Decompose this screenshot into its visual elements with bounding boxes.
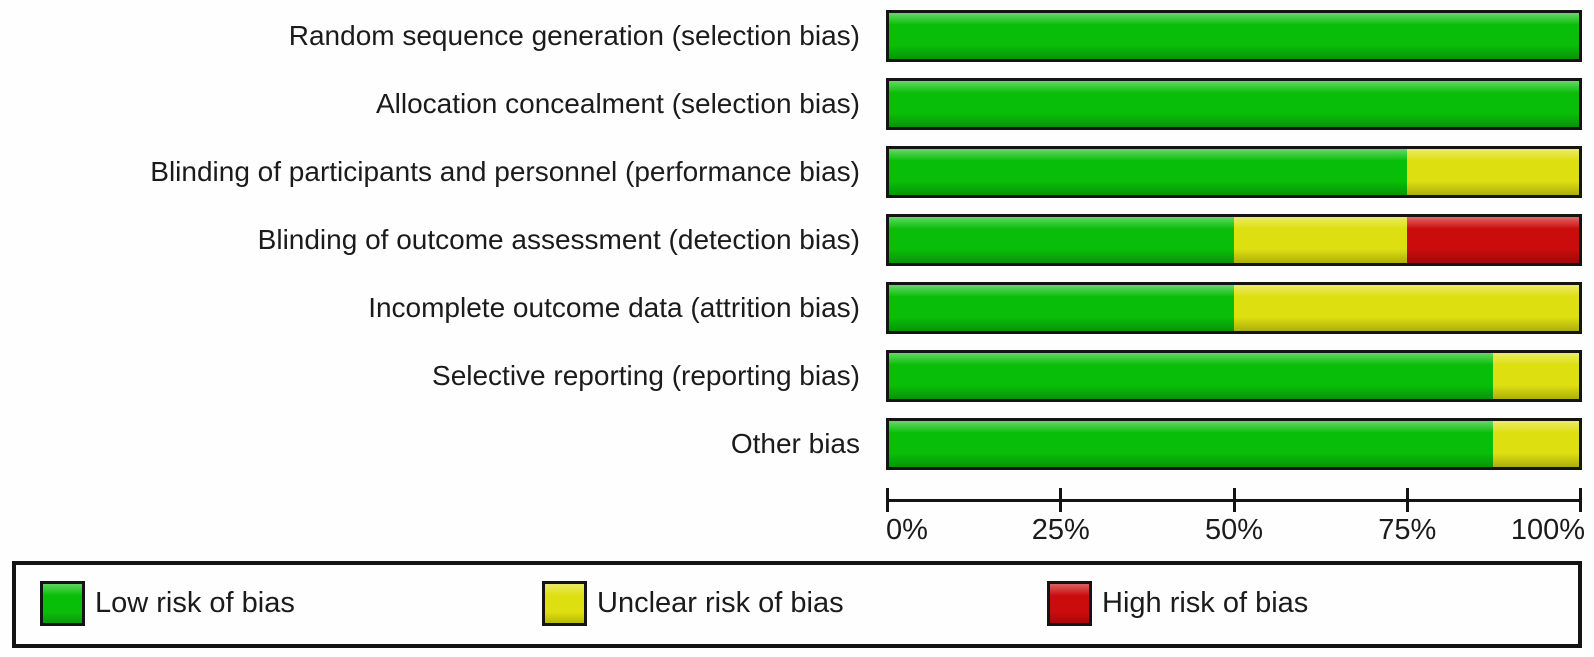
legend-label: Low risk of bias: [95, 587, 295, 619]
axis-tick-label: 100%: [1510, 514, 1585, 546]
legend-item-unclear: Unclear risk of bias: [542, 581, 844, 626]
unclear-risk-swatch-icon: [542, 581, 587, 626]
bar-segment-low: [889, 81, 1579, 127]
bias-row-label: Other bias: [730, 428, 860, 459]
axis-tick: [1059, 488, 1063, 512]
bias-row: Selective reporting (reporting bias): [0, 350, 1594, 402]
legend-box: Low risk of bias Unclear risk of bias High…: [12, 561, 1582, 648]
stacked-bar: [886, 214, 1582, 266]
bias-row-label: Random sequence generation (selection bi…: [288, 20, 860, 51]
bar-segment-unclear: [1234, 217, 1407, 263]
bar-segment-low: [889, 285, 1234, 331]
stacked-bar: [886, 282, 1582, 334]
bar-segment-unclear: [1492, 421, 1579, 467]
bar-segment-high: [1406, 217, 1579, 263]
bias-row-label: Blinding of outcome assessment (detectio…: [257, 224, 860, 255]
axis-tick: [886, 488, 889, 512]
bar-segment-low: [889, 13, 1579, 59]
bias-row: Allocation concealment (selection bias): [0, 78, 1594, 130]
low-risk-swatch-icon: [40, 581, 85, 626]
stacked-bar: [886, 418, 1582, 470]
axis-tick-label: 50%: [1204, 514, 1264, 546]
bias-row-label: Allocation concealment (selection bias): [375, 88, 860, 119]
axis-tick: [1405, 488, 1409, 512]
bias-row: Random sequence generation (selection bi…: [0, 10, 1594, 62]
bias-row-label: Selective reporting (reporting bias): [432, 360, 860, 391]
bias-row: Other bias: [0, 418, 1594, 470]
bias-row: Incomplete outcome data (attrition bias): [0, 282, 1594, 334]
axis-tick-label: 75%: [1378, 514, 1437, 546]
bar-segment-low: [889, 149, 1407, 195]
bar-segment-low: [889, 353, 1493, 399]
stacked-bar: [886, 146, 1582, 198]
stacked-bar: [886, 350, 1582, 402]
axis-tick-label: 0%: [886, 514, 928, 546]
high-risk-swatch-icon: [1047, 581, 1092, 626]
bar-segment-unclear: [1234, 285, 1579, 331]
bar-segment-unclear: [1406, 149, 1579, 195]
legend-label: High risk of bias: [1102, 587, 1309, 619]
bar-segment-low: [889, 217, 1234, 263]
bias-row: Blinding of outcome assessment (detectio…: [0, 214, 1594, 266]
legend-label: Unclear risk of bias: [597, 587, 844, 619]
bias-row-label: Incomplete outcome data (attrition bias): [368, 292, 860, 323]
legend-item-high: High risk of bias: [1047, 581, 1308, 626]
axis-tick-label: 25%: [1031, 514, 1090, 546]
stacked-bar: [886, 10, 1582, 62]
bias-row: Blinding of participants and personnel (…: [0, 146, 1594, 198]
bar-segment-unclear: [1492, 353, 1579, 399]
bias-row-label: Blinding of participants and personnel (…: [150, 156, 860, 187]
bar-segment-low: [889, 421, 1493, 467]
legend-item-low: Low risk of bias: [40, 581, 295, 626]
axis-tick: [1232, 488, 1236, 512]
axis-tick: [1579, 488, 1582, 512]
stacked-bar: [886, 78, 1582, 130]
